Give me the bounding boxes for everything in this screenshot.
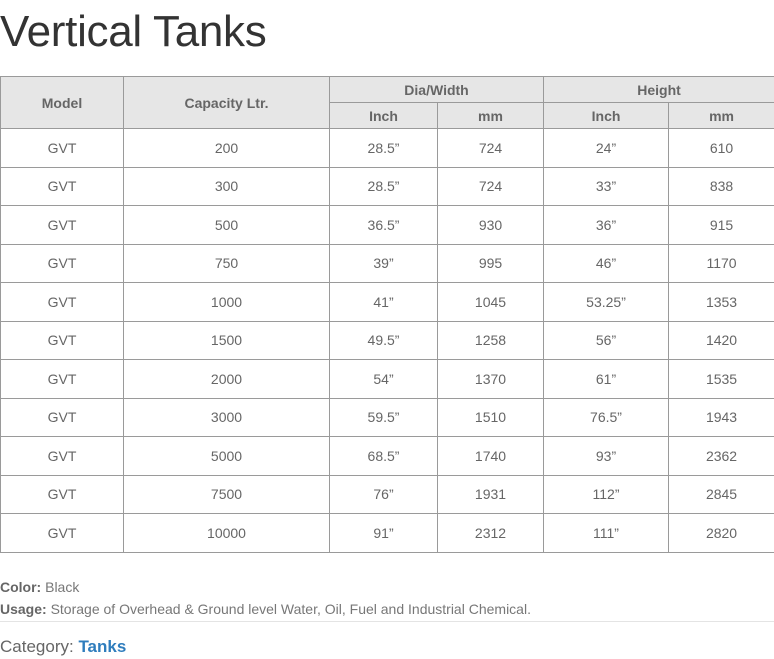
page-title: Vertical Tanks — [0, 7, 267, 56]
cell-dia-inch: 36.5” — [329, 205, 438, 245]
cell-height-inch: 56” — [543, 320, 670, 360]
cell-height-mm: 1170 — [668, 243, 774, 283]
table-row: GVT 10000 91” 2312 111” 2820 — [0, 513, 774, 553]
cell-model: GVT — [0, 282, 124, 322]
header-model: Model — [0, 76, 124, 129]
table-row: GVT 3000 59.5” 1510 76.5” 1943 — [0, 397, 774, 437]
category-line: Category: Tanks — [0, 637, 126, 657]
table-row: GVT 200 28.5” 724 24” 610 — [0, 128, 774, 168]
cell-height-mm: 1420 — [668, 320, 774, 360]
cell-dia-inch: 39” — [329, 243, 438, 283]
header-height: Height — [543, 76, 774, 103]
cell-model: GVT — [0, 359, 124, 399]
table-row: GVT 300 28.5” 724 33” 838 — [0, 166, 774, 206]
cell-dia-mm: 1045 — [436, 282, 545, 322]
usage-line: Usage: Storage of Overhead & Ground leve… — [0, 601, 531, 617]
cell-dia-inch: 59.5” — [329, 397, 438, 437]
cell-dia-inch: 68.5” — [329, 436, 438, 476]
cell-dia-inch: 28.5” — [329, 166, 438, 206]
cell-dia-inch: 49.5” — [329, 320, 438, 360]
spec-table-body: GVT 200 28.5” 724 24” 610 GVT 300 28.5” 724 33” 838… — [0, 128, 774, 553]
cell-dia-inch: 54” — [329, 359, 438, 399]
cell-height-inch: 33” — [543, 166, 670, 206]
header-dia-mm: mm — [436, 102, 545, 129]
cell-capacity: 2000 — [123, 359, 330, 399]
cell-model: GVT — [0, 397, 124, 437]
usage-label: Usage: — [0, 601, 47, 617]
divider — [0, 621, 774, 622]
cell-model: GVT — [0, 513, 124, 553]
table-row: GVT 7500 76” 1931 112” 2845 — [0, 474, 774, 514]
table-row: GVT 500 36.5” 930 36” 915 — [0, 205, 774, 245]
header-height-mm: mm — [668, 102, 774, 129]
cell-dia-mm: 2312 — [436, 513, 545, 553]
cell-height-inch: 76.5” — [543, 397, 670, 437]
cell-height-inch: 36” — [543, 205, 670, 245]
cell-height-inch: 111” — [543, 513, 670, 553]
cell-dia-inch: 76” — [329, 474, 438, 514]
cell-model: GVT — [0, 320, 124, 360]
cell-height-mm: 838 — [668, 166, 774, 206]
cell-model: GVT — [0, 474, 124, 514]
cell-height-inch: 93” — [543, 436, 670, 476]
cell-capacity: 750 — [123, 243, 330, 283]
cell-capacity: 5000 — [123, 436, 330, 476]
cell-capacity: 200 — [123, 128, 330, 168]
cell-height-inch: 24” — [543, 128, 670, 168]
cell-capacity: 7500 — [123, 474, 330, 514]
cell-height-mm: 2362 — [668, 436, 774, 476]
header-dia-width: Dia/Width — [328, 76, 545, 103]
cell-dia-mm: 930 — [436, 205, 545, 245]
cell-height-inch: 61” — [543, 359, 670, 399]
table-row: GVT 5000 68.5” 1740 93” 2362 — [0, 436, 774, 476]
cell-model: GVT — [0, 128, 124, 168]
cell-dia-mm: 1740 — [436, 436, 545, 476]
color-label: Color: — [0, 579, 42, 595]
color-line: Color: Black — [0, 579, 79, 595]
cell-dia-inch: 91” — [329, 513, 438, 553]
cell-height-mm: 1535 — [668, 359, 774, 399]
cell-capacity: 300 — [123, 166, 330, 206]
cell-dia-mm: 1370 — [436, 359, 545, 399]
table-row: GVT 2000 54” 1370 61” 1535 — [0, 359, 774, 399]
cell-height-mm: 1943 — [668, 397, 774, 437]
cell-dia-inch: 28.5” — [329, 128, 438, 168]
table-row: GVT 750 39” 995 46” 1170 — [0, 243, 774, 283]
cell-dia-mm: 1258 — [436, 320, 545, 360]
cell-model: GVT — [0, 166, 124, 206]
cell-dia-mm: 724 — [436, 166, 545, 206]
cell-capacity: 3000 — [123, 397, 330, 437]
cell-model: GVT — [0, 243, 124, 283]
cell-capacity: 500 — [123, 205, 330, 245]
cell-capacity: 10000 — [123, 513, 330, 553]
category-link-tanks[interactable]: Tanks — [78, 637, 127, 656]
cell-capacity: 1000 — [123, 282, 330, 322]
cell-height-mm: 2820 — [668, 513, 774, 553]
cell-model: GVT — [0, 436, 124, 476]
cell-capacity: 1500 — [123, 320, 330, 360]
color-value: Black — [45, 579, 80, 595]
cell-height-mm: 1353 — [668, 282, 774, 322]
cell-dia-mm: 1931 — [436, 474, 545, 514]
cell-height-mm: 915 — [668, 205, 774, 245]
table-row: GVT 1000 41” 1045 53.25” 1353 — [0, 282, 774, 322]
cell-height-inch: 53.25” — [543, 282, 670, 322]
table-row: GVT 1500 49.5” 1258 56” 1420 — [0, 320, 774, 360]
header-capacity: Capacity Ltr. — [123, 76, 330, 129]
category-label: Category: — [0, 637, 74, 656]
cell-height-mm: 610 — [668, 128, 774, 168]
cell-height-inch: 112” — [543, 474, 670, 514]
cell-height-mm: 2845 — [668, 474, 774, 514]
header-height-inch: Inch — [543, 102, 670, 129]
cell-height-inch: 46” — [543, 243, 670, 283]
usage-value: Storage of Overhead & Ground level Water… — [50, 601, 531, 617]
cell-dia-mm: 724 — [436, 128, 545, 168]
cell-dia-mm: 995 — [436, 243, 545, 283]
cell-model: GVT — [0, 205, 124, 245]
cell-dia-inch: 41” — [329, 282, 438, 322]
header-dia-inch: Inch — [329, 102, 438, 129]
cell-dia-mm: 1510 — [436, 397, 545, 437]
spec-table: Model Capacity Ltr. Dia/Width Height Inc… — [0, 76, 774, 553]
